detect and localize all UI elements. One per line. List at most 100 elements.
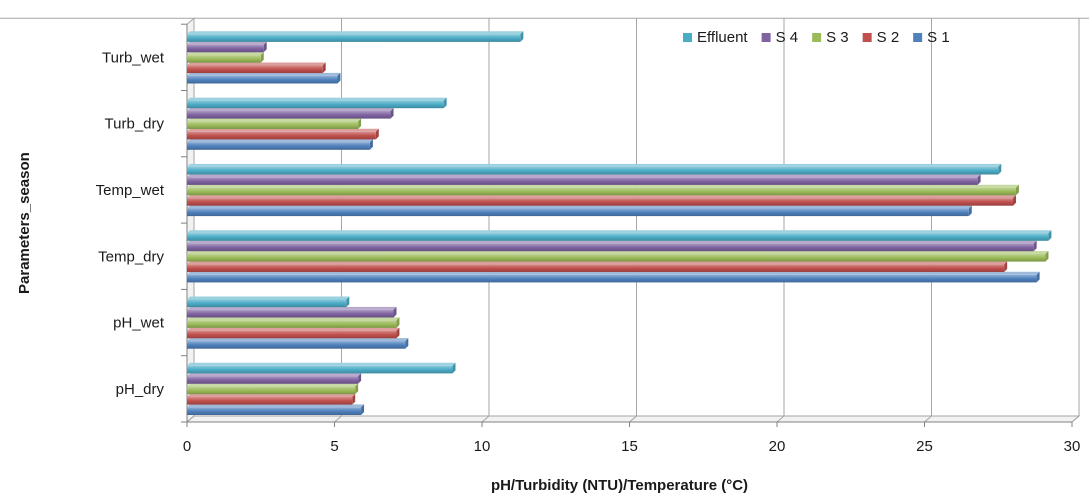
- bar-s-3-turb-wet: [187, 52, 264, 63]
- bar-end-face: [1013, 195, 1016, 206]
- x-tick-label-10: 10: [474, 438, 491, 455]
- bar-top-face: [187, 205, 972, 209]
- bar-end-face: [358, 118, 362, 129]
- bar-end-face: [1033, 240, 1037, 252]
- legend-label: Effluent: [697, 29, 748, 46]
- legend-swatch: [862, 33, 872, 42]
- bar-front-face: [187, 111, 391, 119]
- bar-s-3-turb-dry: [187, 118, 362, 129]
- category-label-temp-wet: Temp_wet: [96, 182, 165, 199]
- bar-s-3-temp-wet: [187, 184, 1019, 196]
- bar-front-face: [187, 142, 370, 150]
- bar-front-face: [187, 243, 1034, 252]
- bar-front-face: [187, 177, 978, 185]
- bar-front-face: [187, 198, 1013, 206]
- bar-front-face: [187, 131, 376, 140]
- legend-item-s-1: S 1: [913, 29, 950, 46]
- bar-top-face: [187, 404, 365, 408]
- x-tick-label-15: 15: [621, 438, 638, 455]
- bar-front-face: [187, 233, 1049, 241]
- bar-s-1-temp-wet: [187, 205, 972, 217]
- x-tick-label-20: 20: [769, 438, 786, 455]
- legend-swatch: [812, 33, 822, 42]
- bar-top-face: [187, 261, 1008, 265]
- bar-top-face: [187, 251, 1049, 254]
- bar-front-face: [187, 208, 969, 217]
- bar-top-face: [187, 362, 456, 366]
- bar-s-2-turb-wet: [187, 62, 326, 74]
- floor-gridline: [924, 415, 932, 423]
- bar-front-face: [187, 309, 394, 318]
- bar-s-4-turb-dry: [187, 108, 394, 119]
- category-label-temp-dry: Temp_dry: [98, 248, 164, 265]
- axes: [181, 23, 1073, 427]
- x-tick-label-25: 25: [916, 438, 933, 455]
- bar-top-face: [187, 327, 400, 331]
- bar-s-2-temp-dry: [187, 261, 1008, 272]
- bar-front-face: [187, 274, 1037, 283]
- bar-front-face: [187, 65, 323, 74]
- bar-top-face: [187, 31, 524, 35]
- x-tick-label-30: 30: [1064, 438, 1081, 455]
- bar-end-face: [1015, 184, 1019, 196]
- bar-end-face: [337, 72, 341, 84]
- bar-front-face: [187, 187, 1016, 196]
- legend-swatch: [683, 33, 692, 42]
- bar-end-face: [369, 139, 373, 150]
- bar-top-face: [187, 271, 1040, 275]
- legend-item-s-2: S 2: [862, 29, 899, 46]
- legend-swatch: [913, 33, 923, 42]
- bar-top-face: [187, 97, 447, 101]
- bar-end-face: [405, 338, 409, 349]
- bar-s-2-ph-dry: [187, 394, 356, 405]
- category-label-ph-wet: pH_wet: [113, 315, 165, 332]
- bar-top-face: [187, 72, 341, 76]
- bar-effluent-turb-dry: [187, 97, 447, 109]
- bar-top-face: [187, 118, 362, 122]
- legend: Effluent S 4 S 3 S 2 S 1: [683, 29, 950, 46]
- bar-end-face: [322, 62, 326, 74]
- bar-top-face: [187, 373, 362, 377]
- bar-end-face: [998, 163, 1002, 175]
- legend-swatch: [761, 33, 771, 42]
- bar-effluent-turb-wet: [187, 31, 524, 42]
- floor-gridline: [186, 415, 195, 423]
- chart-walls: [0, 17, 1089, 424]
- bar-top-face: [187, 184, 1019, 188]
- bar-top-face: [187, 230, 1052, 234]
- bar-end-face: [361, 404, 365, 415]
- bar-top-face: [187, 195, 1016, 199]
- x-axis-title: pH/Turbidity (NTU)/Temperature (°C): [491, 477, 748, 494]
- bar-s-1-ph-dry: [187, 404, 365, 415]
- bar-front-face: [187, 264, 1005, 272]
- labels: 0 5 10 15 20 25 30 pH_dry pH_wet Temp_dry Temp_wet…: [16, 49, 1080, 494]
- bar-s-1-ph-wet: [187, 338, 409, 349]
- bar-end-face: [375, 128, 379, 140]
- bar-top-face: [187, 338, 409, 342]
- bar-top-face: [187, 41, 267, 45]
- bar-front-face: [187, 34, 521, 42]
- bar-s-1-temp-dry: [187, 271, 1040, 283]
- bar-front-face: [187, 407, 362, 415]
- bar-top-face: [187, 139, 373, 143]
- bar-end-face: [352, 394, 356, 405]
- bar-s-3-ph-wet: [187, 317, 400, 328]
- bar-end-face: [260, 52, 264, 63]
- bar-end-face: [263, 41, 267, 53]
- bar-front-face: [187, 376, 359, 384]
- bar-end-face: [393, 306, 397, 318]
- category-label-ph-dry: pH_dry: [116, 381, 165, 398]
- bar-top-face: [187, 306, 397, 310]
- bar-end-face: [977, 174, 981, 185]
- floor-gridline: [1071, 415, 1080, 423]
- legend-label: S 1: [927, 29, 950, 46]
- bar-s-2-temp-wet: [187, 195, 1016, 206]
- bar-end-face: [1045, 251, 1049, 262]
- bar-front-face: [187, 55, 261, 63]
- bar-top-face: [187, 163, 1002, 167]
- bar-s-4-turb-wet: [187, 41, 267, 53]
- floor-gridline: [776, 415, 785, 423]
- bar-end-face: [443, 97, 447, 109]
